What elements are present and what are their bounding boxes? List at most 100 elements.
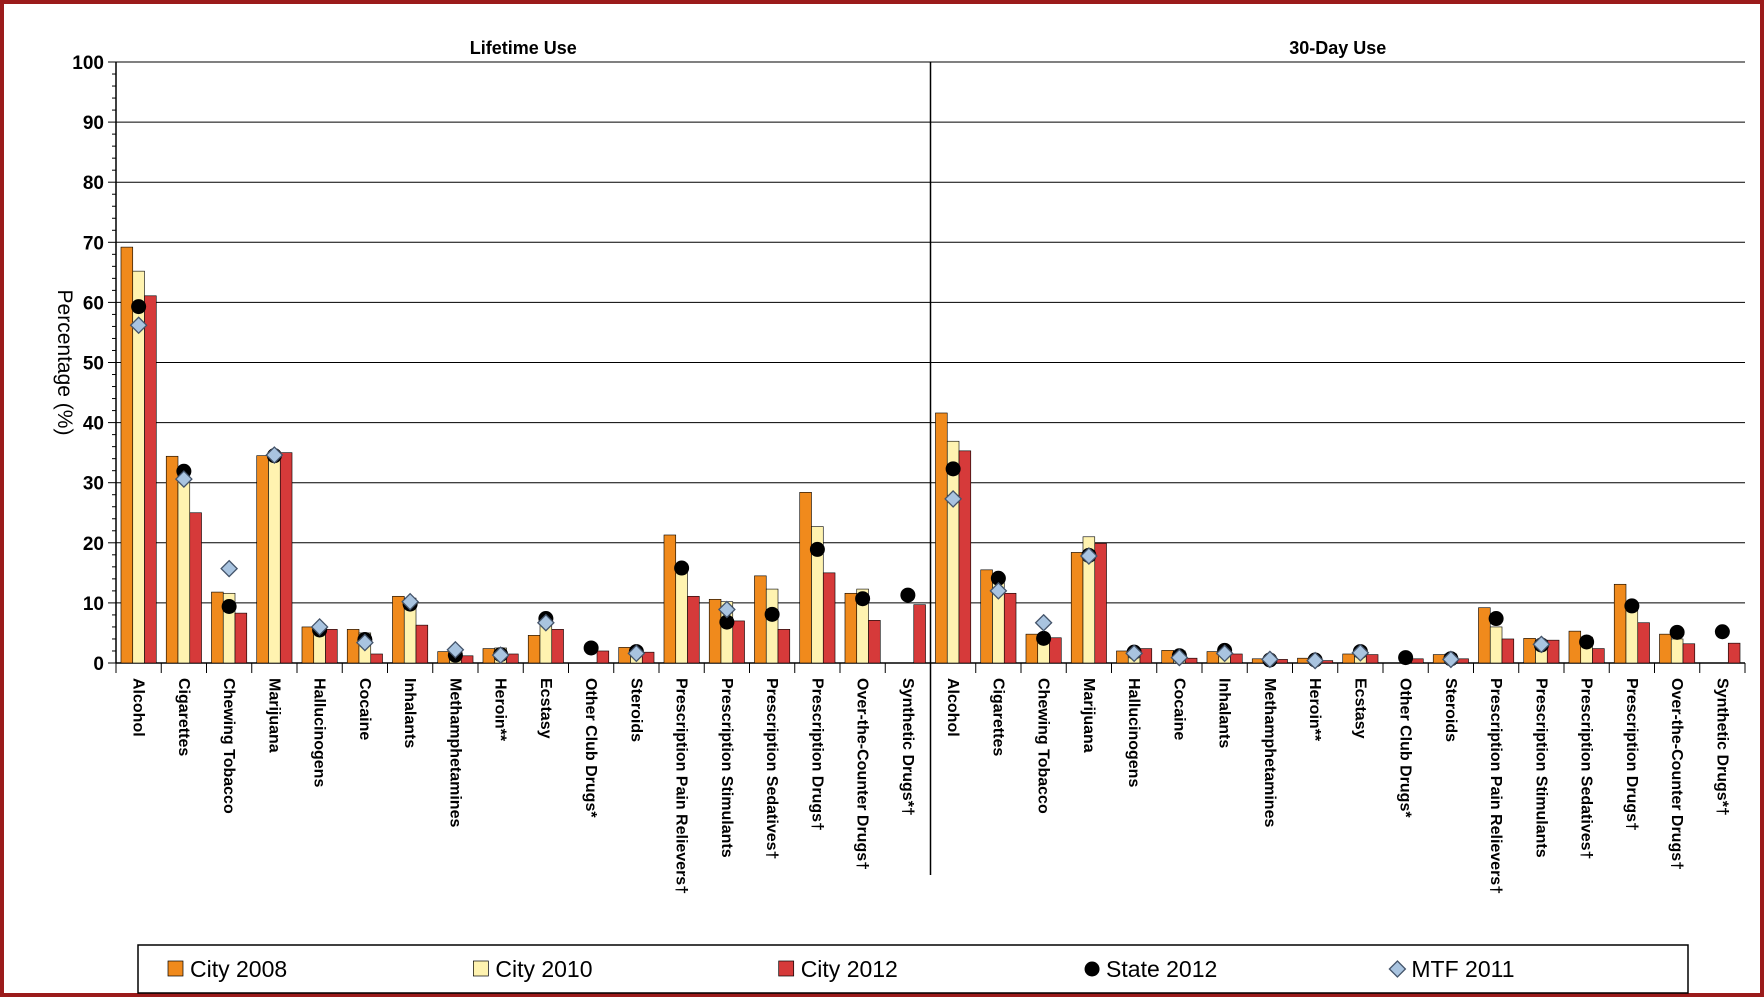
bar [1342,653,1355,664]
bar [279,452,293,664]
mtf-marker [220,559,239,578]
mtf-marker [1351,643,1370,662]
state-marker [855,591,871,607]
category-label: Steroids [627,678,644,742]
mtf-marker [174,470,193,489]
category-label: Prescription Drugs† [808,678,825,831]
legend-box [137,944,1689,994]
state-marker [1714,624,1730,640]
legend-swatch [473,960,489,977]
state-marker [1579,634,1595,650]
category-label: Cocaine [356,678,373,740]
state-marker [900,587,916,603]
state-marker [221,599,237,615]
state-marker [1669,624,1685,640]
category-label: Over-the-Counter Drugs† [854,678,871,870]
category-label: Prescription Stimulants [1532,678,1549,858]
state-marker [674,560,690,576]
bar [1568,630,1582,664]
category-label: Inhalants [1216,678,1233,748]
category-label: Over-the-Counter Drugs† [1668,678,1685,870]
bar [1637,622,1650,664]
category-label: Inhalants [401,678,418,748]
y-tick-label: 70 [83,233,104,254]
legend-label: State 2012 [1106,956,1217,982]
bar [370,653,383,664]
bar [325,629,338,664]
bar [618,647,631,664]
mtf-marker [1079,547,1098,565]
y-tick-label: 80 [83,173,104,194]
bar [144,295,157,664]
bar [1625,605,1639,664]
bar [1365,654,1379,664]
bar [822,572,836,664]
bar [1184,657,1198,664]
mtf-marker [717,600,736,619]
category-label: Hallucinogens [1125,678,1142,787]
legend-label: City 2008 [190,956,287,982]
mtf-marker [1441,650,1460,669]
bar [177,478,191,664]
bar [1659,633,1672,664]
category-label: Methamphetamines [446,678,463,827]
bar [211,591,224,664]
category-label: Steroids [1442,678,1459,742]
mtf-marker [536,613,555,632]
bar [1478,607,1491,664]
mtf-marker [446,640,465,659]
bar [1682,643,1696,664]
bar [641,651,655,664]
bar [1003,592,1017,664]
category-label: Heroin** [1306,678,1323,742]
state-marker [1624,598,1640,614]
bar [663,534,677,664]
mtf-marker [401,592,420,611]
bar [415,624,429,664]
category-label: Hallucinogens [311,678,328,787]
bar [1613,583,1627,664]
bar [551,629,564,664]
bar [189,512,202,664]
category-label: Prescription Sedatives† [763,678,780,859]
bar [120,246,134,664]
category-label: Ecstasy [1351,678,1368,739]
category-label: Chewing Tobacco [220,678,237,814]
category-label: Prescription Pain Relievers† [1487,678,1504,894]
bar [799,492,812,664]
mtf-marker [627,644,646,663]
category-label: Prescription Drugs† [1623,678,1640,831]
bar [527,635,541,664]
category-label: Ecstasy [537,678,554,739]
bar [754,575,767,664]
state-marker [945,461,961,477]
bar [1670,638,1684,664]
state-marker [809,541,825,557]
mtf-marker [1170,648,1189,667]
y-axis-title: Percentage (%) [53,290,76,436]
category-label: Prescription Stimulants [718,678,735,858]
bar [1411,658,1424,664]
bar [1070,552,1084,664]
category-label: Prescription Pain Relievers† [673,678,690,894]
bar [1139,648,1153,664]
panel-title: 30-Day Use [1289,38,1386,58]
bar [777,629,791,664]
y-tick-label: 30 [83,474,104,495]
mtf-marker [1215,644,1234,663]
bar [1592,648,1605,664]
bar [1230,653,1243,664]
mtf-marker [310,618,329,636]
category-label: Other Club Drugs* [582,678,599,818]
mtf-marker [1034,613,1053,632]
category-label: Cigarettes [175,678,192,756]
bar [958,450,972,664]
category-label: Alcohol [130,678,147,737]
bar [732,620,745,664]
state-marker [131,299,147,315]
bar [913,604,926,664]
state-marker [583,640,599,656]
bar [675,563,688,664]
legend-label: City 2010 [495,956,592,982]
